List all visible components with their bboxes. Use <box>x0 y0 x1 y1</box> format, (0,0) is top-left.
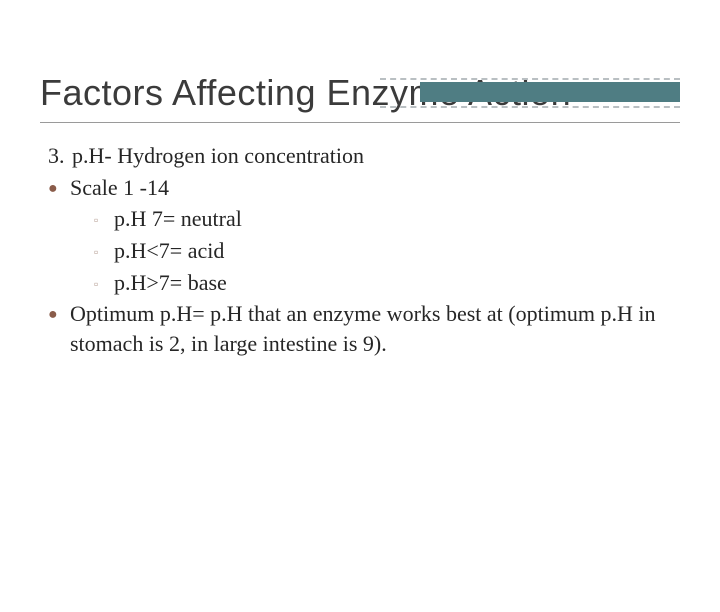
sub-list-item: ▫ p.H>7= base <box>94 268 672 298</box>
bullet-icon: ● <box>48 299 70 326</box>
decoration-bar <box>420 82 680 102</box>
item-text: Optimum p.H= p.H that an enzyme works be… <box>70 299 672 358</box>
decoration-dash-bottom <box>380 106 680 108</box>
title-underline <box>40 122 680 123</box>
sub-item-text: p.H 7= neutral <box>114 204 672 234</box>
header-decoration <box>380 72 720 120</box>
list-item: ● Scale 1 -14 <box>48 173 672 203</box>
decoration-dash-top <box>380 78 680 80</box>
sub-list: ▫ p.H 7= neutral ▫ p.H<7= acid ▫ p.H>7= … <box>94 204 672 297</box>
slide-body: 3. p.H- Hydrogen ion concentration ● Sca… <box>48 141 672 359</box>
list-item: ● Optimum p.H= p.H that an enzyme works … <box>48 299 672 358</box>
sub-list-item: ▫ p.H<7= acid <box>94 236 672 266</box>
sub-list-item: ▫ p.H 7= neutral <box>94 204 672 234</box>
sub-item-text: p.H>7= base <box>114 268 672 298</box>
item-text: p.H- Hydrogen ion concentration <box>72 141 672 171</box>
sub-bullet-icon: ▫ <box>94 268 114 292</box>
sub-item-text: p.H<7= acid <box>114 236 672 266</box>
item-marker: 3. <box>48 141 72 171</box>
list-item: 3. p.H- Hydrogen ion concentration <box>48 141 672 171</box>
sub-bullet-icon: ▫ <box>94 236 114 260</box>
sub-bullet-icon: ▫ <box>94 204 114 228</box>
bullet-icon: ● <box>48 173 70 200</box>
item-text: Scale 1 -14 <box>70 173 672 203</box>
